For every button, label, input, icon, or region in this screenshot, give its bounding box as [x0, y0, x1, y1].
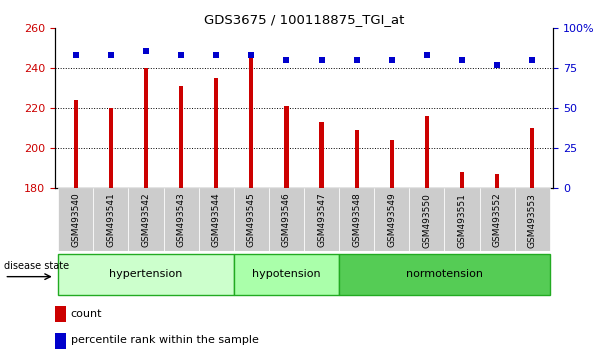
Bar — [55, 306, 66, 322]
Bar — [354, 130, 359, 188]
Bar — [234, 188, 269, 251]
Text: GSM493553: GSM493553 — [528, 193, 537, 247]
Bar — [285, 106, 289, 188]
Point — [282, 57, 291, 63]
Text: GSM493540: GSM493540 — [71, 193, 80, 247]
Text: GSM493541: GSM493541 — [106, 193, 116, 247]
Bar — [304, 188, 339, 251]
Bar — [58, 253, 234, 295]
Text: GSM493544: GSM493544 — [212, 193, 221, 247]
Bar — [234, 253, 339, 295]
Title: GDS3675 / 100118875_TGI_at: GDS3675 / 100118875_TGI_at — [204, 13, 404, 26]
Text: GSM493546: GSM493546 — [282, 193, 291, 247]
Bar — [444, 188, 480, 251]
Bar — [339, 188, 374, 251]
Bar — [249, 52, 254, 188]
Text: GSM493547: GSM493547 — [317, 193, 326, 247]
Bar — [58, 188, 94, 251]
Bar — [144, 68, 148, 188]
Text: hypotension: hypotension — [252, 269, 321, 279]
Bar — [319, 122, 323, 188]
Bar — [74, 100, 78, 188]
Bar — [514, 188, 550, 251]
Text: GSM493543: GSM493543 — [176, 193, 185, 247]
Point — [317, 57, 326, 63]
Text: GSM493552: GSM493552 — [492, 193, 502, 247]
Text: GSM493550: GSM493550 — [423, 193, 432, 247]
Point — [457, 57, 467, 63]
Text: GSM493551: GSM493551 — [457, 193, 466, 247]
Bar — [55, 333, 66, 349]
Point — [387, 57, 396, 63]
Text: GSM493548: GSM493548 — [352, 193, 361, 247]
Text: GSM493549: GSM493549 — [387, 193, 396, 247]
Text: disease state: disease state — [4, 261, 69, 270]
Bar — [214, 78, 218, 188]
Bar — [199, 188, 234, 251]
Point — [212, 53, 221, 58]
Bar — [409, 188, 444, 251]
Bar — [339, 253, 550, 295]
Bar — [480, 188, 514, 251]
Bar — [390, 140, 394, 188]
Text: normotension: normotension — [406, 269, 483, 279]
Point — [106, 53, 116, 58]
Text: percentile rank within the sample: percentile rank within the sample — [71, 335, 258, 345]
Bar — [94, 188, 128, 251]
Bar — [530, 128, 534, 188]
Text: hypertension: hypertension — [109, 269, 182, 279]
Point — [246, 53, 256, 58]
Point — [141, 48, 151, 53]
Bar — [128, 188, 164, 251]
Text: count: count — [71, 309, 102, 319]
Bar — [374, 188, 409, 251]
Point — [352, 57, 362, 63]
Point — [71, 53, 81, 58]
Bar — [460, 172, 464, 188]
Bar — [269, 188, 304, 251]
Bar — [179, 86, 183, 188]
Text: GSM493542: GSM493542 — [142, 193, 151, 247]
Bar — [164, 188, 199, 251]
Text: GSM493545: GSM493545 — [247, 193, 256, 247]
Bar — [495, 174, 499, 188]
Point — [176, 53, 186, 58]
Point — [422, 53, 432, 58]
Point — [527, 57, 537, 63]
Bar — [109, 108, 113, 188]
Bar — [425, 116, 429, 188]
Point — [492, 62, 502, 68]
